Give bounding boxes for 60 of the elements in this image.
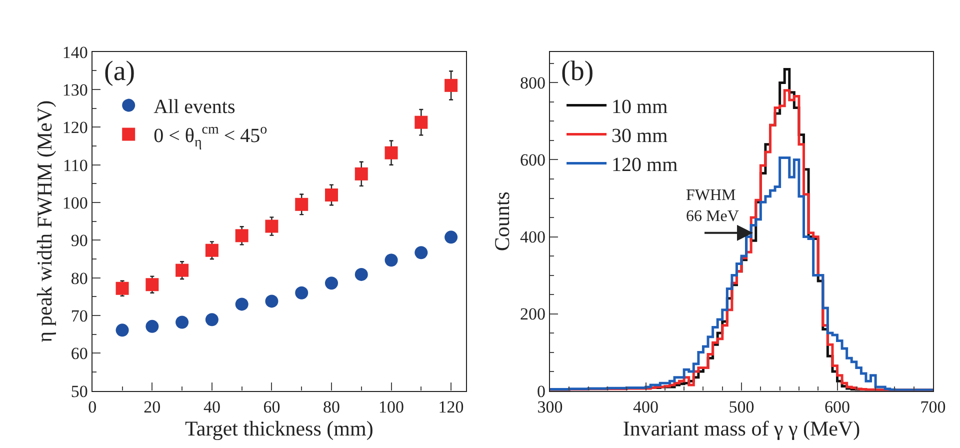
point — [116, 324, 129, 337]
legend-label: 0 < θ$_{η}$$^{cm}$ < 45$^{o}$ — [154, 122, 268, 150]
x-axis-title: Target thickness (mm) — [185, 416, 374, 440]
point — [384, 254, 398, 267]
chart-title: (b) — [561, 56, 594, 87]
x-tick-label: 80 — [322, 397, 340, 416]
point — [116, 282, 129, 295]
y-tick-label: 140 — [62, 42, 88, 62]
x-axis-title: Invariant mass of γ γ (MeV) — [622, 416, 860, 440]
y-tick-label: 70 — [70, 306, 88, 326]
y-tick-label: 80 — [70, 268, 88, 288]
x-tick-label: 400 — [633, 397, 659, 416]
point — [176, 264, 189, 277]
y-tick-label: 60 — [70, 344, 88, 364]
legend-label: 120 mm — [612, 154, 678, 176]
chart-title: (a) — [104, 56, 136, 87]
point — [265, 294, 278, 308]
y-tick-label: 120 — [62, 118, 88, 138]
point — [444, 230, 458, 244]
y-tick-label: 100 — [62, 193, 88, 212]
point — [384, 146, 398, 160]
point — [205, 313, 218, 326]
point — [205, 244, 218, 257]
point — [414, 116, 428, 129]
x-tick-label: 700 — [920, 397, 946, 416]
point — [146, 320, 159, 333]
y-tick-label: 50 — [70, 382, 88, 401]
point — [235, 298, 248, 311]
x-tick-label: 120 — [438, 397, 464, 416]
legend-label: All events — [154, 96, 236, 118]
annotation: FWHM 66 MeV — [686, 187, 740, 225]
y-axis-title: η peak width FWHM (MeV) — [32, 100, 57, 342]
point — [444, 78, 458, 92]
point — [176, 316, 189, 329]
point — [265, 220, 278, 233]
point — [324, 276, 338, 290]
point — [324, 188, 338, 202]
x-tick-label: 40 — [203, 397, 220, 416]
point — [235, 229, 248, 242]
y-axis-title: Counts — [490, 192, 514, 252]
y-tick-label: 130 — [62, 80, 88, 100]
point — [414, 246, 428, 260]
point — [295, 286, 308, 300]
point — [354, 167, 368, 180]
point — [354, 268, 368, 281]
legend-label: 10 mm — [612, 96, 668, 118]
x-tick-label: 500 — [728, 397, 754, 416]
x-tick-label: 600 — [824, 397, 850, 416]
x-tick-label: 100 — [378, 397, 404, 416]
legend-label: 30 mm — [612, 125, 668, 148]
point — [146, 278, 159, 292]
y-tick-label: 800 — [520, 74, 546, 93]
y-tick-label: 90 — [70, 231, 88, 250]
x-tick-label: 60 — [263, 397, 280, 416]
y-tick-label: 600 — [520, 150, 546, 170]
y-tick-label: 110 — [63, 156, 88, 175]
x-tick-label: 20 — [144, 397, 161, 416]
point — [295, 198, 308, 211]
y-tick-label: 400 — [520, 228, 546, 247]
y-tick-label: 200 — [520, 304, 546, 324]
